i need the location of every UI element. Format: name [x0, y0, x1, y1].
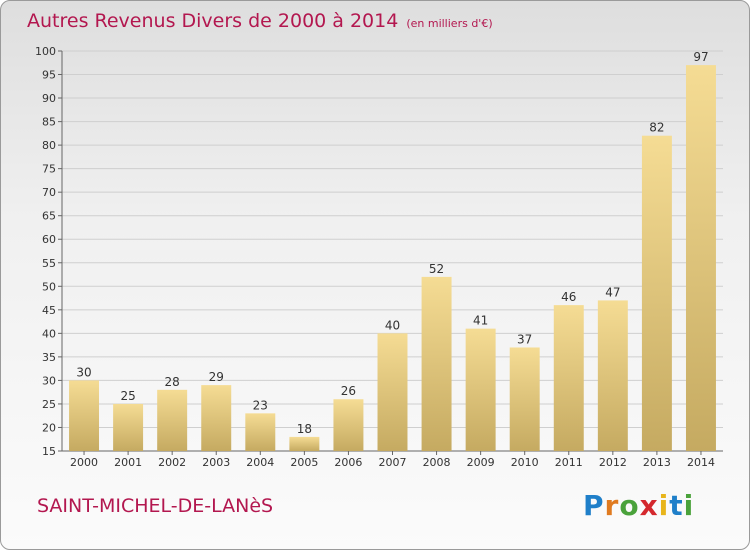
- x-tick-label: 2000: [70, 456, 98, 469]
- logo-letter: r: [604, 489, 620, 522]
- x-tick-label: 2003: [202, 456, 230, 469]
- logo-letter: t: [669, 489, 684, 522]
- value-label-2001: 25: [120, 389, 135, 403]
- y-tick-label: 75: [42, 163, 56, 176]
- y-tick-label: 90: [42, 92, 56, 105]
- y-tick-label: 15: [42, 445, 56, 458]
- value-label-2000: 30: [76, 365, 91, 379]
- value-label-2011: 46: [561, 290, 576, 304]
- y-tick-label: 85: [42, 116, 56, 129]
- logo-letter: i: [683, 489, 695, 522]
- y-tick-label: 35: [42, 351, 56, 364]
- chart-title-text: Autres Revenus Divers de 2000 à 2014: [27, 10, 399, 32]
- y-tick-label: 45: [42, 304, 56, 317]
- bar-2003: [201, 385, 232, 451]
- value-label-2006: 26: [341, 384, 356, 398]
- bar-2002: [157, 389, 188, 451]
- bar-2006: [333, 399, 364, 451]
- x-tick-label: 2001: [114, 456, 142, 469]
- y-tick-label: 25: [42, 398, 56, 411]
- axes: 15 20 25 30 35 40 45 50 55 60 65 70 75 80 85 90 95 100 200…: [35, 45, 723, 469]
- bar-2007: [377, 333, 408, 451]
- y-tick-label: 100: [35, 45, 56, 58]
- y-tick-label: 50: [42, 280, 56, 293]
- value-label-2010: 37: [517, 332, 532, 346]
- bar-2009: [465, 328, 496, 451]
- x-tick-label: 2011: [555, 456, 583, 469]
- bars: [69, 65, 716, 452]
- bar-2013: [641, 135, 672, 452]
- x-tick-label: 2002: [158, 456, 186, 469]
- logo-letter: o: [619, 489, 640, 522]
- bar-2005: [289, 436, 320, 451]
- y-tick-label: 30: [42, 374, 56, 387]
- value-label-2009: 41: [473, 314, 488, 328]
- bar-2000: [69, 380, 100, 451]
- proxiti-logo: Proxiti: [583, 489, 694, 522]
- logo-letter: i: [658, 489, 670, 522]
- bar-2001: [113, 403, 144, 451]
- x-tick-label: 2009: [467, 456, 495, 469]
- x-tick-label: 2004: [246, 456, 274, 469]
- value-label-2013: 82: [649, 121, 664, 135]
- value-label-2007: 40: [385, 318, 400, 332]
- y-tick-label: 70: [42, 186, 56, 199]
- y-tick-label: 55: [42, 257, 56, 270]
- y-tick-label: 60: [42, 233, 56, 246]
- value-label-2012: 47: [605, 285, 620, 299]
- value-label-2003: 29: [209, 370, 224, 384]
- bar-2008: [421, 276, 452, 451]
- chart-unit-label: (en milliers d'€): [406, 17, 493, 30]
- value-label-2002: 28: [165, 375, 180, 389]
- bar-2014: [685, 65, 716, 451]
- value-labels: 30 25 28 29 23 18 26 40 52 41 37 46 47 82 97: [76, 50, 708, 436]
- y-tick-label: 95: [42, 69, 56, 82]
- x-tick-label: 2012: [599, 456, 627, 469]
- bar-2012: [597, 300, 628, 451]
- x-tick-label: 2014: [687, 456, 715, 469]
- bar-2004: [245, 413, 276, 451]
- bar-2010: [509, 347, 540, 451]
- x-tick-label: 2006: [334, 456, 362, 469]
- value-label-2004: 23: [253, 398, 268, 412]
- x-tick-label: 2007: [379, 456, 407, 469]
- x-tick-label: 2013: [643, 456, 671, 469]
- value-label-2005: 18: [297, 422, 312, 436]
- value-label-2008: 52: [429, 262, 444, 276]
- x-tick-label: 2008: [423, 456, 451, 469]
- bar-2011: [553, 305, 584, 451]
- value-label-2014: 97: [693, 50, 708, 64]
- y-tick-label: 80: [42, 139, 56, 152]
- x-tick-label: 2005: [290, 456, 318, 469]
- y-tick-label: 40: [42, 327, 56, 340]
- y-tick-label: 20: [42, 421, 56, 434]
- commune-name: SAINT-MICHEL-DE-LANèS: [37, 495, 274, 517]
- logo-letter: x: [639, 489, 659, 522]
- logo-letter: P: [583, 489, 605, 522]
- x-tick-label: 2010: [511, 456, 539, 469]
- chart-title: Autres Revenus Divers de 2000 à 2014 (en …: [27, 10, 493, 32]
- y-tick-label: 65: [42, 210, 56, 223]
